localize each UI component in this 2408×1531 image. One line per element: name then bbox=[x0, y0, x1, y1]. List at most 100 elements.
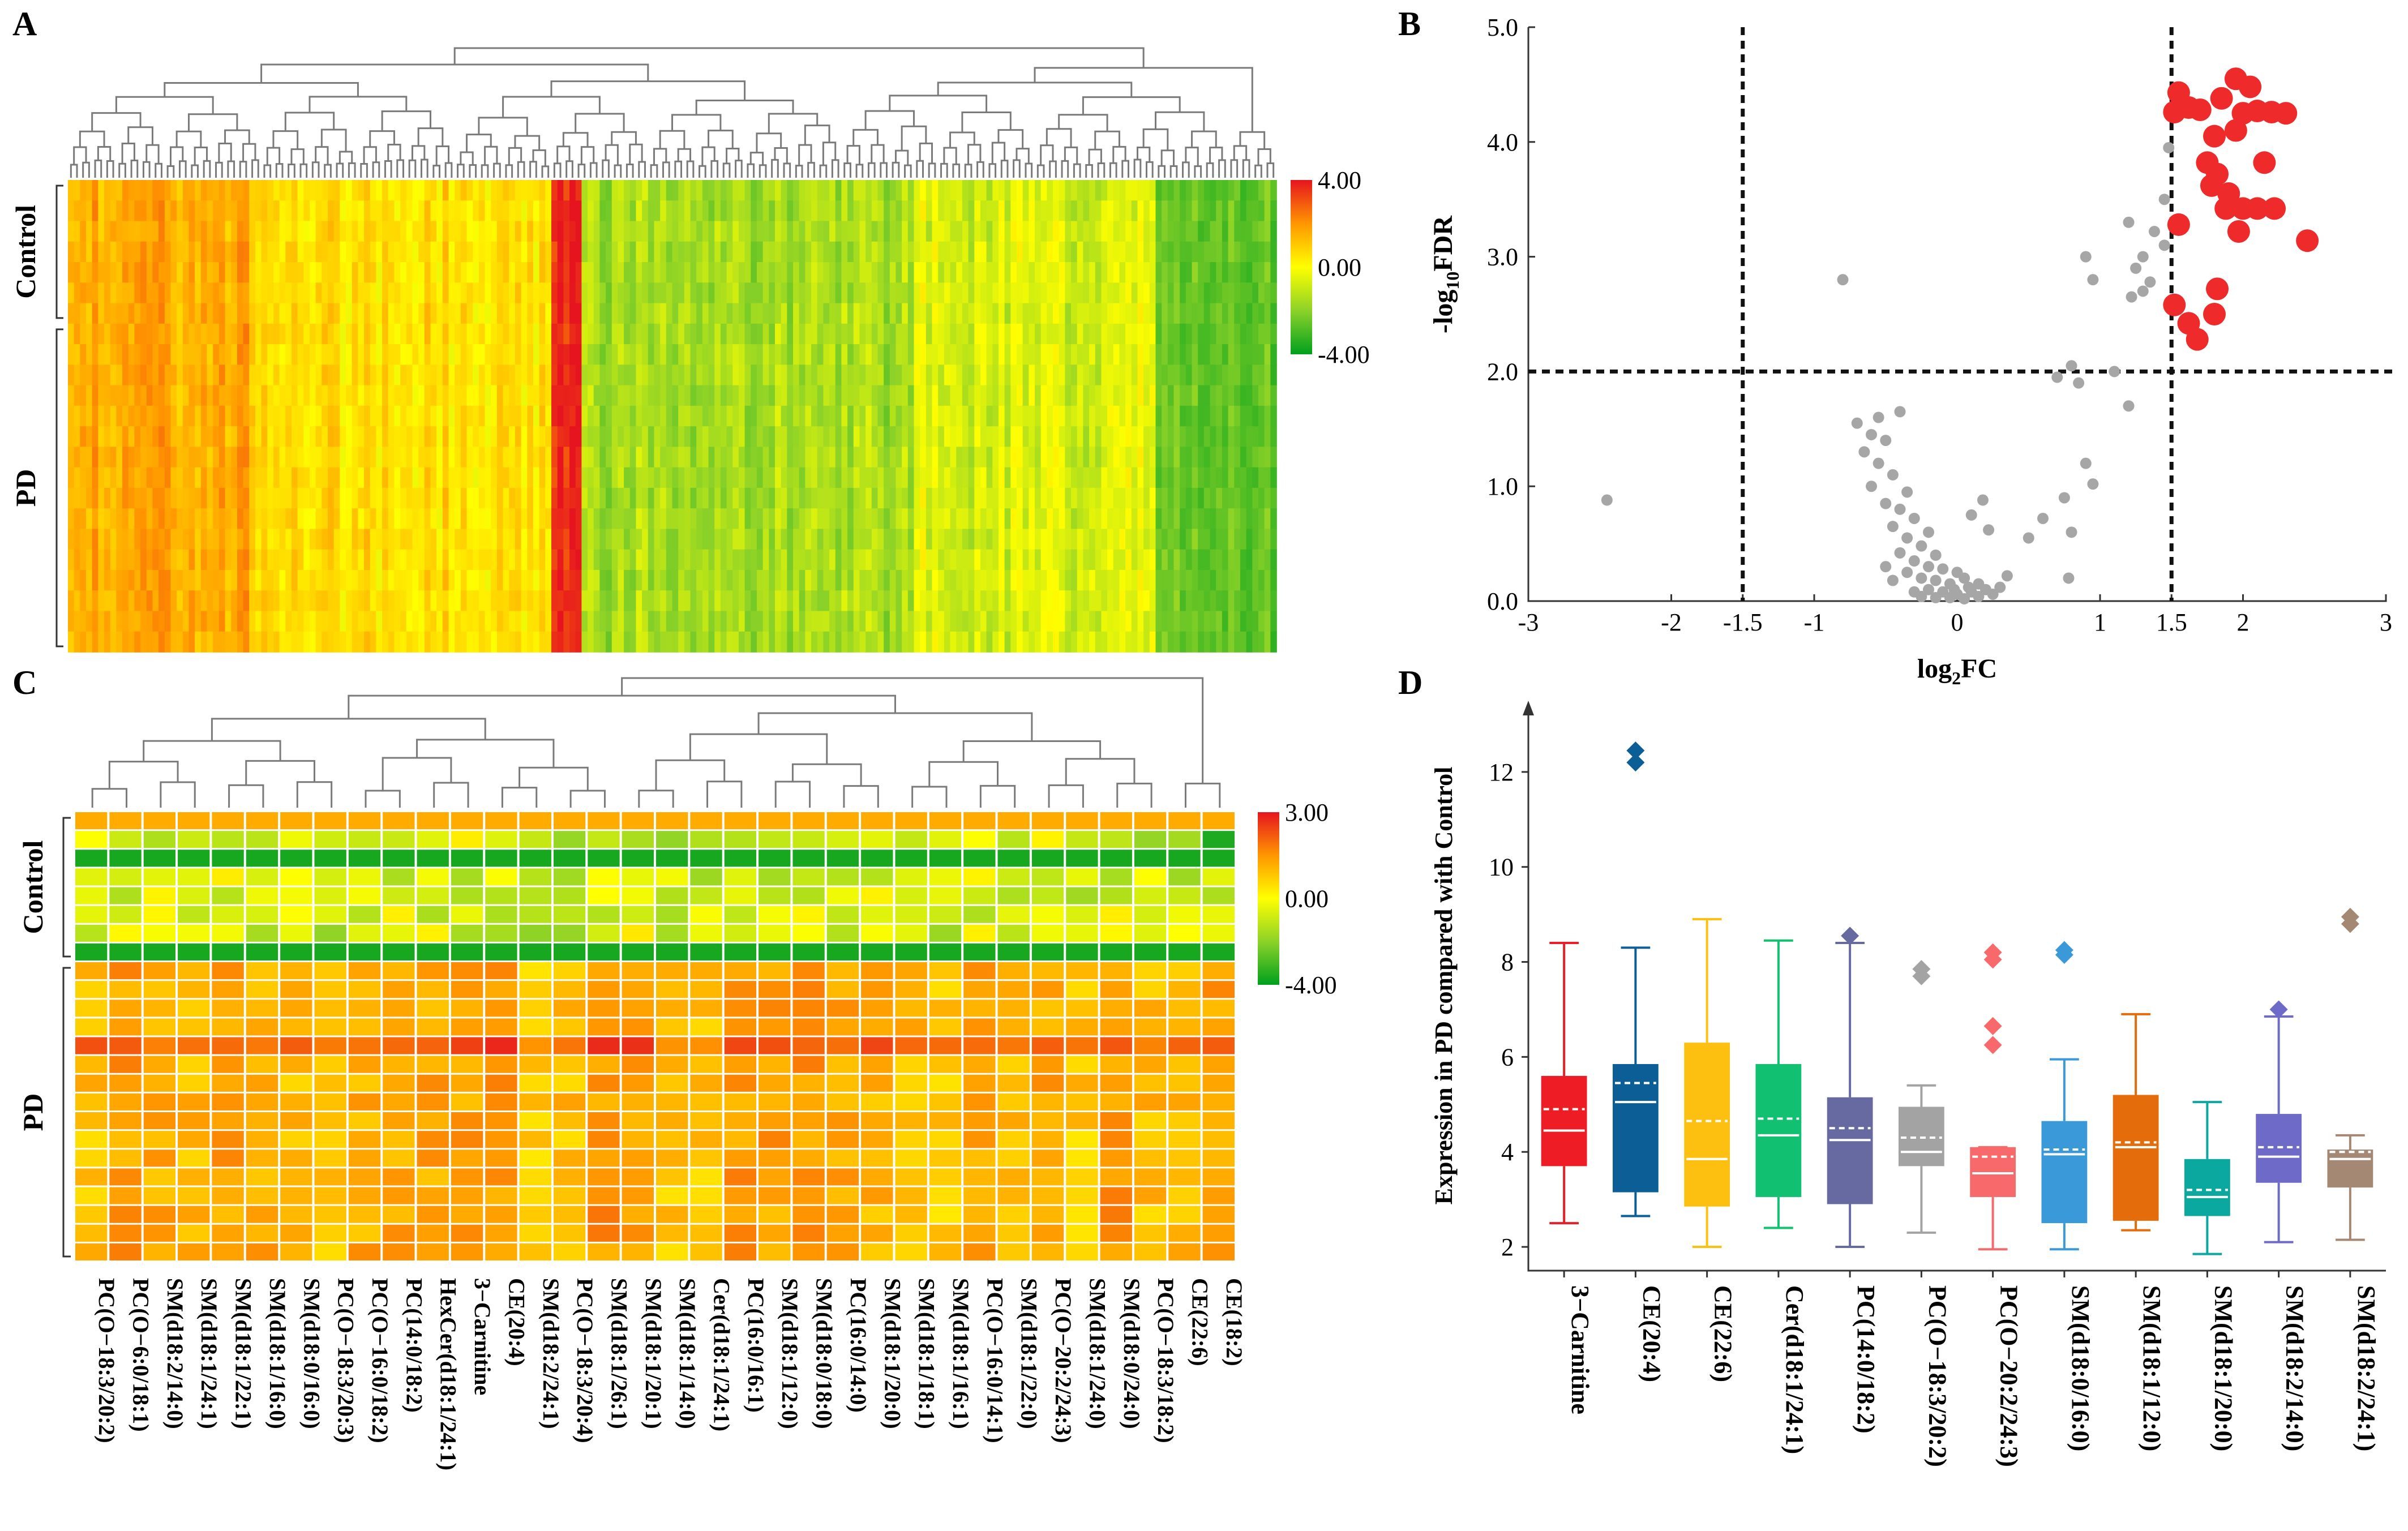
heatmap-a-cell bbox=[237, 323, 244, 345]
heatmap-a-cell bbox=[303, 385, 310, 406]
heatmap-a-dendrogram-branch bbox=[1088, 148, 1102, 165]
heatmap-a-cell bbox=[690, 590, 697, 612]
heatmap-a-cell bbox=[781, 569, 788, 591]
heatmap-a-cell bbox=[74, 221, 81, 242]
heatmap-a-cell bbox=[636, 529, 642, 550]
heatmap-a-cell bbox=[436, 200, 443, 222]
heatmap-a-cell bbox=[938, 426, 945, 448]
heatmap-a-cell bbox=[1155, 569, 1162, 591]
heatmap-a-cell bbox=[738, 405, 745, 427]
heatmap-a-cell bbox=[485, 200, 492, 222]
heatmap-a-cell bbox=[1162, 385, 1168, 406]
heatmap-a-cell bbox=[805, 262, 812, 284]
heatmap-a-cell bbox=[515, 549, 522, 571]
heatmap-a-cell bbox=[110, 508, 117, 530]
heatmap-a-cell bbox=[593, 611, 601, 632]
heatmap-a-cell bbox=[835, 487, 842, 509]
heatmap-a-cell bbox=[569, 385, 576, 406]
heatmap-a-cell bbox=[769, 344, 775, 366]
heatmap-a-cell bbox=[1192, 364, 1199, 386]
heatmap-a-cell bbox=[1162, 323, 1168, 345]
heatmap-a-cell bbox=[962, 282, 969, 304]
heatmap-a-cell bbox=[358, 631, 365, 653]
heatmap-a-cell bbox=[231, 549, 238, 571]
heatmap-a-cell bbox=[696, 323, 703, 345]
heatmap-a-cell bbox=[551, 385, 558, 406]
heatmap-a-cell bbox=[80, 611, 87, 632]
heatmap-a-cell bbox=[1010, 447, 1017, 468]
heatmap-a-cell bbox=[884, 569, 890, 591]
heatmap-a-cell bbox=[177, 611, 183, 632]
heatmap-a-cell bbox=[170, 467, 177, 488]
heatmap-a-cell bbox=[1095, 569, 1102, 591]
heatmap-a-cell bbox=[1143, 529, 1150, 550]
heatmap-a-cell bbox=[744, 487, 752, 509]
heatmap-a-cell bbox=[551, 221, 558, 242]
heatmap-a-cell bbox=[200, 590, 208, 612]
heatmap-a-cell bbox=[654, 344, 661, 366]
heatmap-a-dendrogram-branch bbox=[1160, 149, 1175, 166]
heatmap-a-cell bbox=[823, 467, 830, 488]
heatmap-a-cell bbox=[1264, 241, 1271, 263]
heatmap-a-cell bbox=[412, 405, 419, 427]
heatmap-a-cell bbox=[515, 180, 522, 201]
volcano-x-tick-label: -3 bbox=[1518, 608, 1539, 636]
volcano-point-significant bbox=[2231, 102, 2255, 125]
heatmap-a-cell bbox=[152, 447, 159, 468]
heatmap-a-cell bbox=[533, 282, 540, 304]
heatmap-a-cell bbox=[569, 241, 576, 263]
heatmap-a-cell bbox=[793, 282, 800, 304]
heatmap-a-cell bbox=[243, 508, 250, 530]
heatmap-a-cell bbox=[606, 508, 612, 530]
heatmap-a-cell bbox=[611, 447, 619, 468]
heatmap-a-cell bbox=[865, 221, 872, 242]
heatmap-a-cell bbox=[642, 262, 649, 284]
heatmap-a-cell bbox=[485, 631, 492, 653]
heatmap-a-cell bbox=[756, 529, 764, 550]
heatmap-a-cell bbox=[774, 262, 782, 284]
heatmap-c-cell bbox=[75, 981, 108, 998]
heatmap-a-cell bbox=[328, 426, 335, 448]
heatmap-a-cell bbox=[1185, 323, 1193, 345]
heatmap-a-cell bbox=[1270, 180, 1277, 201]
heatmap-a-cell bbox=[134, 487, 141, 509]
heatmap-a-cell bbox=[787, 262, 794, 284]
heatmap-a-cell bbox=[86, 529, 93, 550]
heatmap-a-cell bbox=[774, 569, 782, 591]
heatmap-a-cell bbox=[273, 323, 280, 345]
panel-c: C PC(O−18:3/20:2) PC(O−6:0/18:1) SM(d18:2/… bbox=[0, 662, 1387, 1531]
heatmap-c-cell bbox=[109, 887, 142, 904]
heatmap-a-cell bbox=[865, 467, 872, 488]
heatmap-a-cell bbox=[333, 303, 341, 324]
heatmap-a-cell bbox=[895, 200, 902, 222]
heatmap-a-cell bbox=[1077, 303, 1084, 324]
heatmap-a-cell bbox=[660, 200, 667, 222]
heatmap-a-cell bbox=[642, 344, 649, 366]
heatmap-a-cell bbox=[261, 611, 268, 632]
heatmap-a-cell bbox=[895, 303, 902, 324]
heatmap-a-cell bbox=[914, 323, 920, 345]
heatmap-a-cell bbox=[877, 200, 884, 222]
heatmap-a-cell bbox=[1095, 529, 1102, 550]
heatmap-a-cell bbox=[678, 344, 685, 366]
heatmap-a-cell bbox=[588, 180, 594, 201]
heatmap-a-cell bbox=[1095, 323, 1102, 345]
heatmap-a-cell bbox=[1107, 200, 1114, 222]
heatmap-a-cell bbox=[962, 508, 969, 530]
heatmap-a-dendrogram-branch bbox=[384, 160, 392, 178]
heatmap-a-cell bbox=[805, 405, 812, 427]
heatmap-c-cell bbox=[75, 1000, 108, 1017]
heatmap-a-cell bbox=[708, 569, 715, 591]
heatmap-a-cell bbox=[503, 631, 510, 653]
heatmap-a-cell bbox=[521, 180, 528, 201]
heatmap-a-dendrogram-branch bbox=[311, 161, 320, 178]
heatmap-a-cell bbox=[1216, 241, 1223, 263]
heatmap-a-cell bbox=[491, 405, 498, 427]
heatmap-a-cell bbox=[944, 262, 951, 284]
heatmap-a-cell bbox=[793, 221, 800, 242]
heatmap-a-dendrogram-branch bbox=[275, 163, 284, 178]
heatmap-a-cell bbox=[1131, 569, 1138, 591]
heatmap-a-cell bbox=[188, 200, 195, 222]
heatmap-a-cell bbox=[629, 262, 637, 284]
heatmap-a-cell bbox=[672, 241, 679, 263]
